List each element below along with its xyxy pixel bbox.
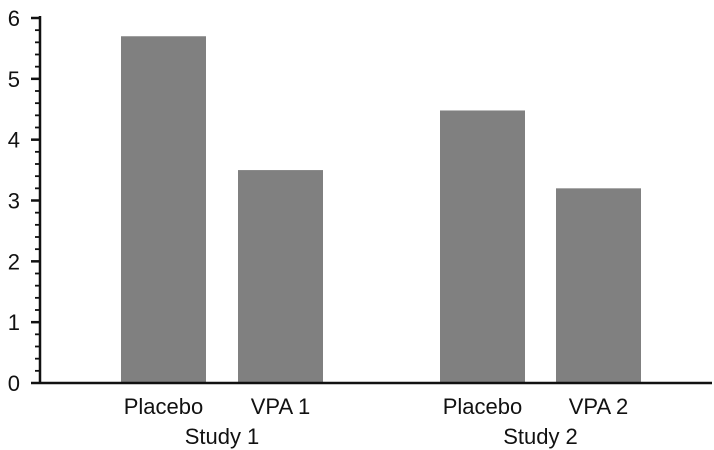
y-tick-label-1: 1 bbox=[8, 310, 20, 335]
y-tick-label-4: 4 bbox=[8, 128, 20, 153]
y-tick-label-2: 2 bbox=[8, 249, 20, 274]
y-tick-label-5: 5 bbox=[8, 67, 20, 92]
category-label-2-1: Placebo bbox=[443, 394, 523, 419]
category-label-2-2: VPA 2 bbox=[569, 394, 629, 419]
y-tick-label-3: 3 bbox=[8, 189, 20, 214]
bar-2-2 bbox=[556, 188, 641, 383]
group-label-1: Study 1 bbox=[185, 424, 260, 449]
bars-layer bbox=[121, 36, 641, 383]
category-label-1-2: VPA 1 bbox=[251, 394, 311, 419]
bar-1-1 bbox=[121, 36, 206, 383]
y-axis: 0 1 2 3 4 5 6 bbox=[8, 6, 712, 396]
x-axis-labels: Placebo VPA 1 Study 1 Placebo VPA 2 Study 2 bbox=[124, 394, 629, 449]
bar-2-1 bbox=[440, 110, 525, 383]
y-tick-label-6: 6 bbox=[8, 6, 20, 31]
bar-1-2 bbox=[238, 170, 323, 383]
category-label-1-1: Placebo bbox=[124, 394, 204, 419]
group-label-2: Study 2 bbox=[503, 424, 578, 449]
y-tick-label-0: 0 bbox=[8, 371, 20, 396]
